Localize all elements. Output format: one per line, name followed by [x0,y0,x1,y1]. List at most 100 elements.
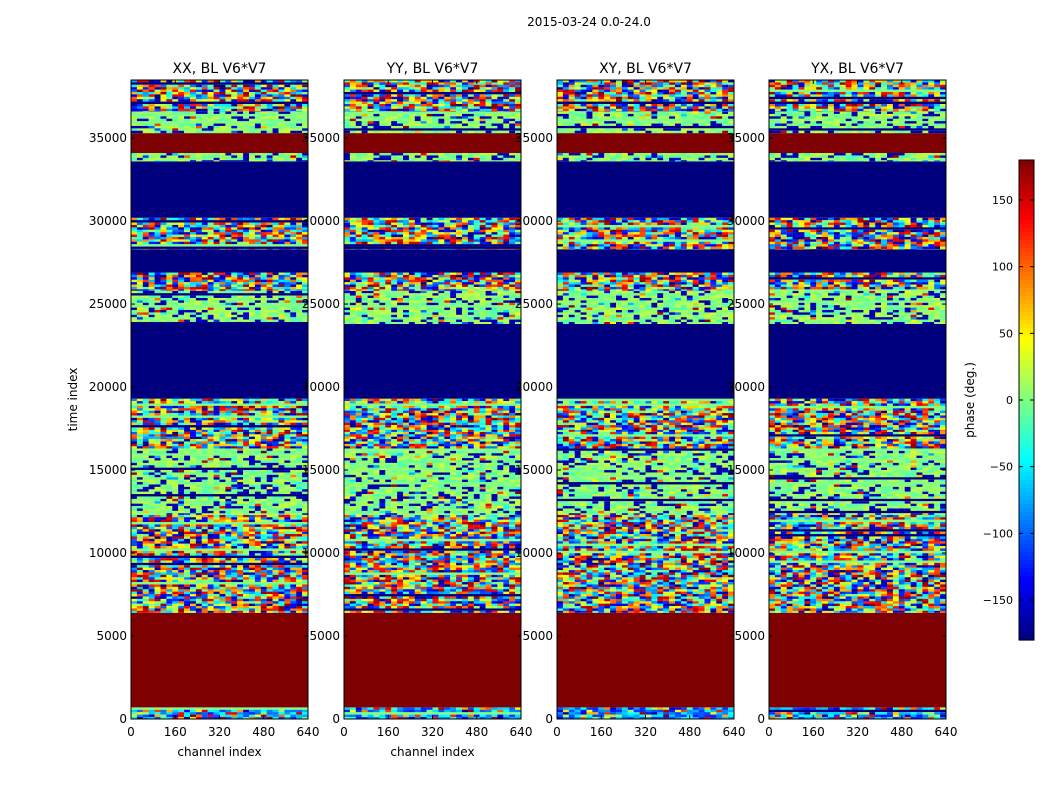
heatmap-cell [207,446,214,449]
heatmap-cell [302,417,308,421]
heatmap-cell [148,558,155,561]
heatmap-cell [462,707,468,710]
heatmap-cell [266,155,273,159]
heatmap-cell [438,555,445,559]
heatmap-cell [136,94,143,97]
heatmap-cell [426,570,433,573]
heatmap-cell [302,586,308,590]
y-tick-label: 30000 [89,214,127,228]
heatmap-cell [420,555,427,559]
heatmap-cell [148,506,155,509]
heatmap-cell [290,128,297,131]
heatmap-cell [207,130,214,134]
heatmap-cell [178,443,185,447]
heatmap-cell [260,508,267,512]
heatmap-cell [397,524,404,528]
heatmap-cell [254,498,261,502]
heatmap-cell [207,84,214,88]
heatmap-cell [296,714,303,718]
heatmap-cell [160,130,167,134]
heatmap-cell [444,524,451,528]
heatmap-cell [201,472,208,476]
heatmap-cell [254,519,261,523]
heatmap-cell [397,562,404,566]
heatmap-cell [160,118,167,122]
heatmap-cell [243,427,250,431]
heatmap-cell [131,610,137,613]
heatmap-cell [231,534,238,537]
heatmap-cell [136,608,143,612]
heatmap-cell [178,417,185,421]
heatmap-cell [136,486,143,490]
heatmap-cell [237,128,244,131]
heatmap-cell [254,422,261,426]
heatmap-cell [408,574,415,578]
heatmap-cell [178,111,185,115]
heatmap-cell [201,484,208,488]
heatmap-cell [166,572,173,576]
heatmap-cell [296,538,303,542]
heatmap-cell [367,574,374,578]
heatmap-cell [154,526,161,530]
heatmap-cell [225,106,232,109]
heatmap-cell [284,526,291,530]
heatmap-cell [225,534,232,537]
heatmap-cell [160,227,167,230]
heatmap-cell [219,496,226,500]
heatmap-cell [195,84,202,88]
heatmap-cell [361,519,368,523]
heatmap-cell [290,594,297,597]
heatmap-cell [349,570,356,573]
heatmap-cell [254,234,261,238]
heatmap-cell [154,513,161,515]
heatmap-cell [426,550,433,554]
heatmap-cell [207,89,214,93]
heatmap-cell [290,577,297,580]
heatmap-cell [266,429,273,432]
heatmap-cell [243,536,250,540]
heatmap-cell [302,591,308,595]
heatmap-cell [272,417,279,421]
heatmap-cell [166,222,173,226]
heatmap-cell [231,123,238,127]
heatmap-cell [201,307,208,311]
heatmap-cell [136,227,143,230]
heatmap-cell [349,555,356,559]
heatmap-cell [485,574,492,578]
heatmap-cell [136,118,143,122]
heatmap-cell [438,716,445,719]
heatmap-cell [272,531,279,535]
heatmap-cell [148,458,155,461]
heatmap-cell [266,486,273,490]
heatmap-cell [497,714,504,718]
heatmap-cell [213,460,220,464]
heatmap-cell [450,517,457,520]
heatmap-cell [438,565,445,568]
heatmap-cell [243,229,250,233]
heatmap-cell [207,284,214,288]
heatmap-cell [136,217,143,221]
heatmap-cell [237,111,244,115]
heatmap-cell [219,429,226,432]
heatmap-cell [219,472,226,476]
heatmap-cell [201,80,208,83]
heatmap-cell [379,555,386,559]
heatmap-cell [296,531,303,535]
heatmap-cell [142,603,149,607]
heatmap-cell [237,241,244,245]
heatmap-cell [225,450,232,454]
heatmap-cell [213,496,220,500]
heatmap-cell [254,482,261,485]
heatmap-cell [302,594,308,597]
heatmap-cell [284,118,291,122]
heatmap-cell [344,534,350,537]
heatmap-cell [403,541,409,544]
heatmap-cell [131,503,137,507]
heatmap-cell [201,413,208,416]
heatmap-cell [272,434,279,437]
heatmap-cell [148,716,155,719]
heatmap-cell [131,589,137,592]
heatmap-cell [231,526,238,530]
heatmap-cell [154,217,161,221]
heatmap-cell [213,274,220,278]
